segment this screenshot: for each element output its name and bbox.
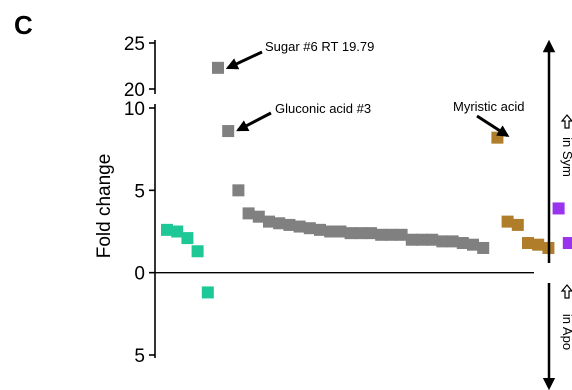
data-point — [171, 225, 184, 238]
data-point — [273, 217, 286, 230]
data-point — [293, 220, 306, 233]
y-tick-label: 20 — [124, 80, 145, 101]
data-point — [242, 207, 255, 220]
data-point — [344, 227, 357, 240]
data-point — [467, 238, 479, 251]
data-point — [477, 241, 490, 254]
data-point — [456, 237, 469, 250]
data-point — [395, 228, 408, 241]
data-point — [365, 227, 377, 240]
data-point — [552, 202, 565, 215]
y-tick-label: 5 — [134, 346, 145, 367]
panel-letter: C — [14, 10, 33, 40]
data-point — [385, 228, 398, 241]
data-point — [501, 215, 514, 228]
data-point — [212, 61, 224, 74]
y-axis: 20 25 5 0 5 10 Fold change — [94, 34, 534, 367]
data-point — [303, 222, 316, 235]
data-points — [161, 61, 572, 299]
annotation-arrow — [225, 50, 263, 70]
data-point — [201, 286, 214, 299]
data-point — [161, 223, 173, 236]
data-point — [522, 237, 534, 250]
y-tick-label: 10 — [124, 99, 145, 120]
data-point — [405, 233, 418, 246]
annotation-arrow — [236, 111, 272, 132]
annotation-label: Myristic acid — [453, 99, 525, 114]
y-tick-label: 5 — [134, 181, 145, 202]
data-point — [436, 235, 449, 248]
data-point — [263, 215, 275, 228]
data-point — [222, 125, 235, 138]
data-point — [324, 225, 337, 238]
annotation-label: Gluconic acid #3 — [275, 101, 371, 116]
data-point — [446, 235, 459, 248]
annotation-label: Sugar #6 RT 19.79 — [265, 39, 374, 54]
data-point — [314, 223, 326, 236]
data-point — [562, 237, 572, 250]
data-point — [191, 245, 204, 258]
direction-indicator: in Sym in Apo — [542, 39, 572, 390]
data-point — [532, 238, 545, 251]
y-axis-title: Fold change — [94, 154, 115, 259]
data-point — [334, 225, 347, 238]
data-point — [252, 210, 265, 223]
data-point — [426, 233, 439, 246]
data-point — [375, 228, 388, 241]
hollow-down-icon — [560, 284, 572, 299]
side-label-down: in Apo — [560, 314, 572, 350]
side-label-up: in Sym — [560, 137, 572, 177]
y-tick-label: 25 — [124, 34, 145, 55]
data-point — [181, 232, 194, 245]
annotation-arrow — [476, 114, 510, 137]
data-point — [511, 218, 524, 231]
y-tick-label: 0 — [134, 264, 145, 285]
data-point — [232, 184, 245, 197]
annotations: Sugar #6 RT 19.79 Gluconic acid #3 Myristi… — [225, 39, 525, 137]
data-point — [416, 233, 428, 246]
hollow-up-icon — [560, 114, 572, 129]
data-point — [283, 218, 296, 231]
data-point — [354, 227, 367, 240]
